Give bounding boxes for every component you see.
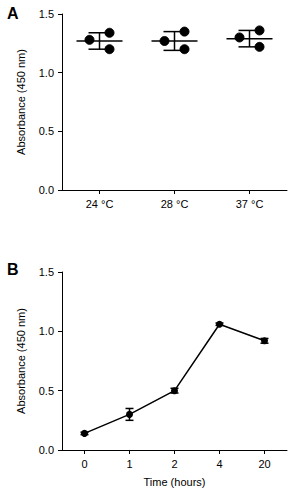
svg-text:0.5: 0.5 (39, 385, 54, 397)
svg-text:Absorbance (450 nm): Absorbance (450 nm) (15, 308, 27, 414)
svg-text:0.0: 0.0 (39, 444, 54, 456)
svg-text:1.0: 1.0 (39, 325, 54, 337)
svg-text:28 °C: 28 °C (161, 198, 189, 210)
svg-text:24 °C: 24 °C (86, 198, 114, 210)
svg-text:37 °C: 37 °C (236, 198, 264, 210)
svg-text:1.5: 1.5 (39, 8, 54, 20)
svg-text:0: 0 (81, 458, 87, 470)
svg-text:4: 4 (216, 458, 222, 470)
svg-text:2: 2 (171, 458, 177, 470)
svg-text:0.5: 0.5 (39, 125, 54, 137)
svg-text:1.5: 1.5 (39, 266, 54, 278)
svg-text:1.0: 1.0 (39, 67, 54, 79)
svg-text:1: 1 (126, 458, 132, 470)
svg-text:B: B (7, 261, 19, 278)
svg-text:Absorbance (450 nm): Absorbance (450 nm) (15, 49, 27, 155)
svg-text:Time (hours): Time (hours) (144, 476, 206, 488)
svg-text:A: A (7, 5, 19, 22)
svg-text:20: 20 (258, 458, 270, 470)
svg-text:0.0: 0.0 (39, 184, 54, 196)
